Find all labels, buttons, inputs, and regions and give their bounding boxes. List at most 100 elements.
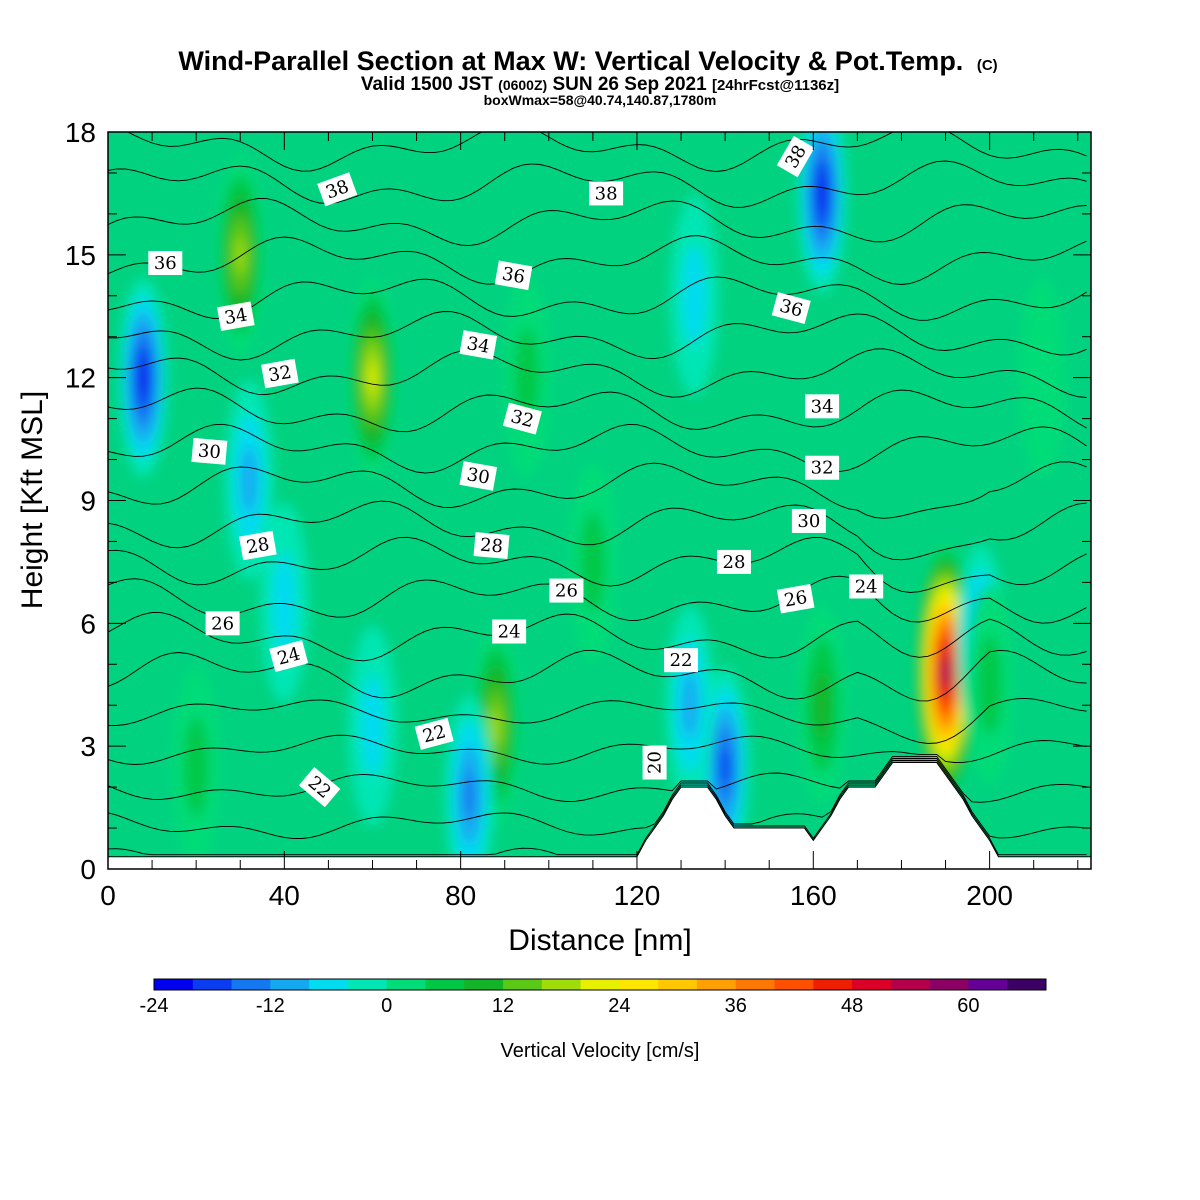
- y-tick-label-18: 18: [65, 117, 96, 148]
- x-tick-label-80: 80: [445, 880, 476, 911]
- w-cell-18-level-1: [1018, 277, 1067, 478]
- colorbar-swatch-22: [1007, 979, 1047, 990]
- w-cell-3-level-3: [240, 446, 258, 514]
- colorbar-tick-48: 48: [841, 995, 863, 1017]
- w-cell-12-level-3: [814, 671, 831, 739]
- w-cell-0-level-6: [139, 361, 148, 395]
- w-cell-13-level-2: [682, 245, 707, 346]
- contour-label-6: 34: [217, 301, 255, 332]
- contour-label-21: 24: [269, 640, 309, 673]
- isentrope-27: [108, 575, 1087, 624]
- contour-label-text: 30: [465, 464, 491, 489]
- isentrope-36: [108, 235, 1087, 285]
- colorbar-swatch-1: [192, 979, 233, 990]
- contour-label-text: 30: [797, 511, 820, 532]
- colorbar-tick-24: 24: [608, 995, 630, 1017]
- colorbar-swatch-3: [270, 979, 310, 990]
- isentrope-23: [108, 734, 1087, 765]
- x-tick-label-120: 120: [614, 880, 661, 911]
- w-cell-5-level-5: [491, 705, 501, 746]
- isentrope-35: [108, 276, 1087, 321]
- contour-label-16: 28: [473, 532, 510, 559]
- contour-label-24: 22: [414, 717, 454, 750]
- colorbar-swatch-16: [774, 979, 814, 990]
- contour-label-text: 34: [223, 304, 249, 329]
- x-axis-label: Distance [nm]: [508, 924, 691, 957]
- colorbar-swatch-7: [425, 979, 465, 990]
- w-cell-9-level-6: [818, 176, 827, 211]
- colorbar-tick-36: 36: [725, 995, 747, 1017]
- contour-label-23: 24: [849, 574, 884, 599]
- contour-label-10: 32: [502, 402, 542, 435]
- contour-label-text: 36: [154, 253, 177, 274]
- isentrope-26: [108, 612, 1087, 662]
- y-tick-label-6: 6: [80, 608, 96, 639]
- contour-label-text: 34: [811, 396, 834, 417]
- colorbar-swatch-9: [503, 979, 543, 990]
- contour-label-4: 36: [494, 260, 533, 291]
- contour-label-text: 28: [245, 534, 271, 559]
- contour-label-22: 24: [492, 619, 527, 644]
- contour-label-text: 32: [267, 362, 293, 387]
- isentrope-30: [108, 461, 1087, 519]
- contour-label-8: 34: [805, 394, 840, 419]
- contour-label-20: 26: [776, 583, 815, 614]
- isentrope-24: [108, 697, 1087, 744]
- x-tick-label-160: 160: [790, 880, 837, 911]
- contour-label-15: 28: [239, 530, 277, 561]
- contour-label-text: 32: [811, 458, 834, 479]
- contour-label-text: 26: [211, 613, 234, 634]
- isentrope-31: [108, 423, 1087, 474]
- colorbar-swatch-11: [580, 979, 620, 990]
- w-cell-17-level-2: [360, 675, 385, 776]
- w-cell-2-level-6: [368, 361, 377, 395]
- y-tick-label-9: 9: [80, 486, 96, 517]
- w-cell-8-level-3: [681, 671, 698, 739]
- contour-label-text: 30: [197, 440, 222, 463]
- contour-label-12: 30: [191, 437, 228, 465]
- terrain: [108, 762, 1091, 869]
- colorbar-swatch-4: [309, 979, 349, 990]
- colorbar-tick--24: -24: [140, 995, 169, 1017]
- contour-label-26: 22: [664, 648, 699, 673]
- isentrope-34: [108, 311, 1087, 361]
- w-cell-16-level-2: [580, 511, 605, 612]
- w-cell-14-level-2: [977, 634, 1002, 735]
- colorbar-swatch-15: [735, 979, 776, 990]
- colorbar: -24 -12 0 12 24 36 48 60: [140, 978, 1047, 1017]
- contour-label-9: 32: [261, 358, 299, 389]
- contour-label-text: 26: [783, 587, 809, 612]
- y-tick-label-0: 0: [80, 854, 96, 885]
- x-tick-label-0: 0: [100, 880, 116, 911]
- isentrope-29: [108, 500, 1087, 561]
- w-cell-4-level-2: [272, 552, 297, 653]
- colorbar-tick-12: 12: [492, 995, 514, 1017]
- colorbar-swatch-19: [890, 979, 931, 990]
- w-cell-7-level-5: [720, 746, 730, 787]
- contour-label-text: 26: [555, 581, 578, 602]
- isentrope-32: [108, 387, 1087, 433]
- x-tick-label-40: 40: [269, 880, 300, 911]
- x-axis: 0 40 80 120 160 200: [100, 132, 1079, 911]
- contour-label-18: 26: [205, 611, 240, 636]
- contour-label-text: 28: [479, 535, 504, 558]
- y-tick-label-12: 12: [65, 363, 96, 394]
- colorbar-tick--12: -12: [256, 995, 285, 1017]
- chart-subtitle: Valid 1500 JST (0600Z) SUN 26 Sep 2021 […: [361, 74, 839, 95]
- contour-label-13: 30: [459, 461, 498, 491]
- colorbar-swatch-2: [231, 979, 271, 990]
- isentrope-33: [108, 348, 1087, 398]
- w-cell-6-level-4: [463, 770, 476, 821]
- colorbar-tick-60: 60: [957, 995, 979, 1017]
- contour-label-text: 24: [855, 576, 878, 597]
- isentrope-37: [108, 198, 1087, 247]
- contour-label-text: 24: [498, 622, 521, 643]
- contour-label-text: 38: [595, 183, 618, 204]
- colorbar-swatch-13: [658, 979, 698, 990]
- isentrope-25: [108, 649, 1087, 702]
- x-tick-label-200: 200: [966, 880, 1013, 911]
- contour-label-14: 30: [791, 508, 826, 533]
